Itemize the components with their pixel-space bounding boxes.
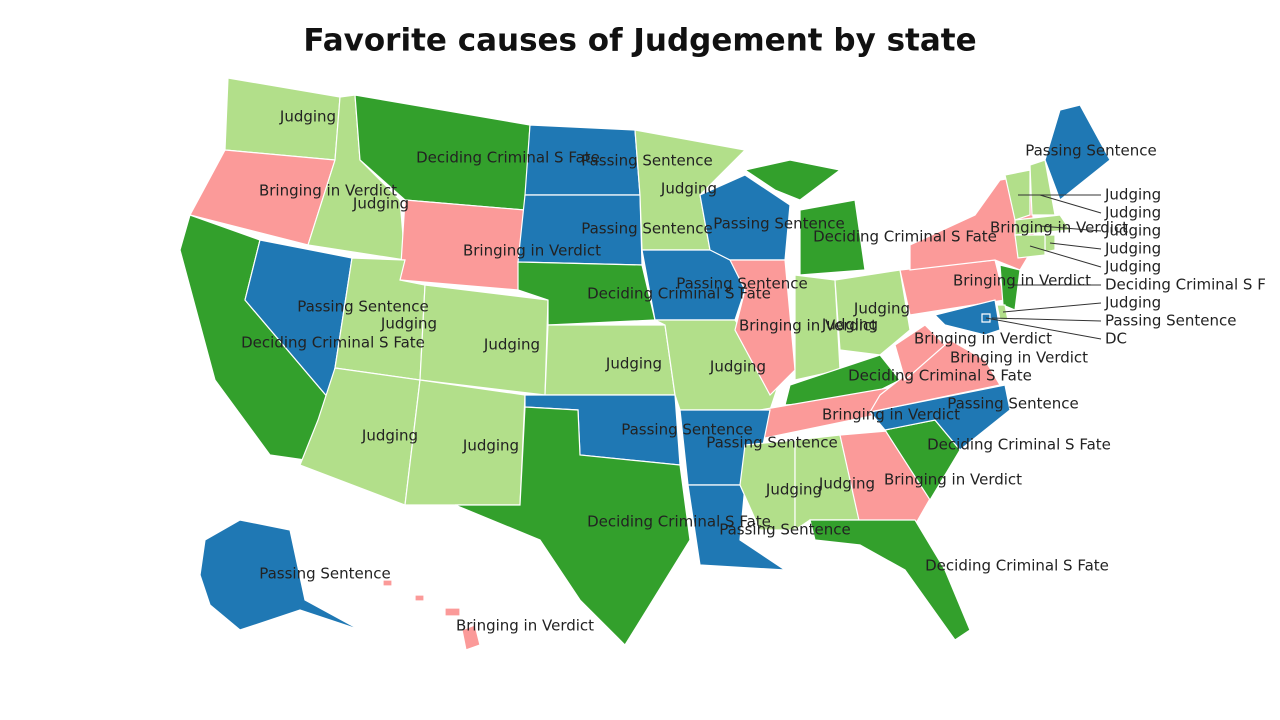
state xyxy=(868,384,1011,451)
callout-line xyxy=(1039,225,1102,232)
state xyxy=(933,299,1001,336)
state xyxy=(382,579,393,587)
state-label: Deciding Criminal S Fate xyxy=(587,513,771,531)
state-label: Judging xyxy=(1104,294,1161,312)
state-label: Judging xyxy=(818,475,875,493)
state-label: Bringing in Verdict xyxy=(950,349,1088,367)
state-label: Passing Sentence xyxy=(676,275,808,293)
state xyxy=(444,607,461,617)
state-label: Bringing in Verdict xyxy=(463,242,601,260)
state-label: Judging xyxy=(483,336,540,354)
state-label: Deciding Criminal S Fate xyxy=(416,149,600,167)
state-label: Judging xyxy=(660,180,717,198)
state xyxy=(894,324,946,382)
state-label: Deciding Criminal S Fate xyxy=(848,367,1032,385)
state-label: Judging xyxy=(1104,240,1161,258)
state-label: Judging xyxy=(380,315,437,333)
state xyxy=(414,594,425,602)
state-label: Judging xyxy=(361,427,418,445)
state-label: Judging xyxy=(1104,258,1161,276)
callout-line xyxy=(991,317,1102,322)
callout-line xyxy=(1029,245,1102,268)
state xyxy=(799,199,866,276)
state xyxy=(834,269,911,356)
state-label: Passing Sentence xyxy=(621,421,753,439)
state-label: Passing Sentence xyxy=(719,521,851,539)
state xyxy=(996,304,1009,321)
state-label: Passing Sentence xyxy=(259,565,391,583)
callout-line xyxy=(1039,194,1102,214)
callout-line xyxy=(985,317,1102,340)
state xyxy=(1044,104,1111,201)
state-label: Bringing in Verdict xyxy=(953,272,1091,290)
callout-line xyxy=(1049,242,1102,250)
state-label: Bringing in Verdict xyxy=(822,406,960,424)
state xyxy=(729,259,796,396)
state-label: Judging xyxy=(1104,222,1161,240)
state-label: Bringing in Verdict xyxy=(456,617,594,635)
map-title: Favorite causes of Judgement by state xyxy=(303,23,976,59)
state-label: Deciding Criminal S F xyxy=(1105,276,1266,294)
state-label: Judging xyxy=(1104,204,1161,222)
state-label: Judging xyxy=(765,481,822,499)
state-label: Deciding Criminal S Fate xyxy=(813,228,997,246)
state-label: Passing Sentence xyxy=(947,395,1079,413)
state-label: Passing Sentence xyxy=(1105,312,1237,330)
state-label: Bringing in Verdict xyxy=(884,471,1022,489)
state xyxy=(454,406,691,646)
state-label: Bringing in Verdict xyxy=(990,219,1128,237)
state-label: Judging xyxy=(821,316,878,334)
state-label: Judging xyxy=(352,195,409,213)
state-label: Bringing in Verdict xyxy=(739,317,877,335)
state-label: Passing Sentence xyxy=(713,215,845,233)
state-label: Judging xyxy=(605,355,662,373)
callouts xyxy=(985,194,1102,340)
state-label: Passing Sentence xyxy=(297,298,429,316)
state-label: Judging xyxy=(709,358,766,376)
callout-line xyxy=(1002,302,1102,313)
state-label: Deciding Criminal S Fate xyxy=(925,557,1109,575)
state xyxy=(809,519,971,641)
state-label: Deciding Criminal S Fate xyxy=(241,334,425,352)
states xyxy=(179,77,1111,651)
state xyxy=(739,439,796,531)
state-label: Deciding Criminal S Fate xyxy=(927,436,1111,454)
state-label: DC xyxy=(1105,330,1127,348)
state xyxy=(461,624,481,651)
state-label: Judging xyxy=(279,108,336,126)
state-label: Passing Sentence xyxy=(706,434,838,452)
state xyxy=(687,484,788,571)
state-label: Judging xyxy=(853,300,910,318)
state xyxy=(299,367,421,506)
state xyxy=(1014,214,1072,236)
state-label: Bringing in Verdict xyxy=(914,330,1052,348)
state-label: Bringing in Verdict xyxy=(259,182,397,200)
state-label: Passing Sentence xyxy=(581,152,713,170)
state-label: Passing Sentence xyxy=(581,220,713,238)
state-label: Deciding Criminal S Fate xyxy=(587,285,771,303)
state xyxy=(999,264,1021,311)
state-label: Passing Sentence xyxy=(1025,142,1157,160)
state-label: Judging xyxy=(1104,186,1161,204)
state xyxy=(743,159,842,201)
state-label: Judging xyxy=(462,437,519,455)
state xyxy=(1004,169,1031,221)
state xyxy=(199,519,361,631)
